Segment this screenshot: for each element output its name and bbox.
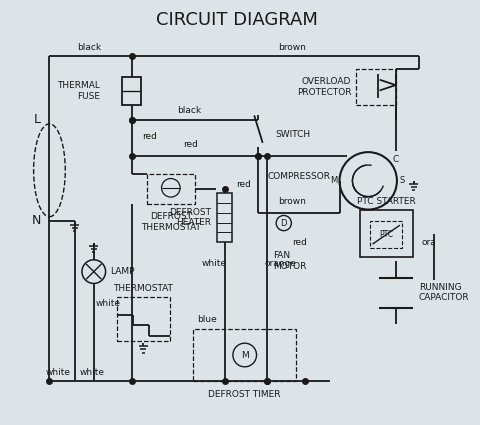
Bar [356, 69, 396, 105]
Text: S: S [399, 176, 404, 185]
Text: red: red [183, 140, 198, 149]
Text: ora: ora [421, 238, 436, 246]
Text: L: L [33, 113, 40, 126]
Text: black: black [77, 43, 101, 52]
Text: white: white [46, 368, 71, 377]
Text: COMPRESSOR: COMPRESSOR [267, 172, 330, 181]
Text: red: red [143, 132, 157, 141]
Text: brown: brown [278, 197, 306, 206]
Text: PTC STARTER: PTC STARTER [357, 197, 416, 206]
Text: CIRCUIT DIAGRAM: CIRCUIT DIAGRAM [156, 11, 318, 29]
Text: blue: blue [197, 315, 217, 324]
Text: FAN
MOTOR: FAN MOTOR [273, 251, 307, 271]
Text: red: red [292, 238, 307, 246]
Bar [371, 221, 402, 248]
Text: N: N [32, 215, 41, 227]
Text: SWITCH: SWITCH [276, 130, 311, 139]
Text: M: M [241, 351, 249, 360]
Bar [193, 329, 297, 381]
Text: C: C [393, 156, 399, 164]
Text: OVERLOAD
PROTECTOR: OVERLOAD PROTECTOR [297, 77, 351, 96]
Text: orange: orange [265, 259, 297, 268]
Text: white: white [79, 368, 104, 377]
Text: DEFROST TIMER: DEFROST TIMER [208, 390, 281, 399]
Text: THERMOSTAT: THERMOSTAT [113, 284, 173, 293]
Text: LAMP: LAMP [110, 267, 134, 276]
Text: THERMAL
FUSE: THERMAL FUSE [57, 81, 100, 101]
Text: black: black [177, 106, 201, 116]
Text: brown: brown [278, 43, 306, 52]
Text: DEFROST
HEATER: DEFROST HEATER [169, 208, 211, 227]
Bar [217, 193, 232, 242]
Text: M: M [330, 176, 337, 185]
Bar [122, 77, 141, 105]
Bar [360, 210, 412, 257]
Text: white: white [96, 299, 121, 308]
Text: red: red [237, 180, 252, 189]
Text: RUNNING
CAPACITOR: RUNNING CAPACITOR [419, 283, 469, 303]
Text: D: D [280, 218, 287, 227]
Text: PTC: PTC [379, 230, 393, 239]
Text: DEFROST
THERMOSTAT: DEFROST THERMOSTAT [141, 212, 201, 232]
Text: white: white [202, 259, 227, 268]
Bar [146, 175, 195, 204]
Bar [117, 297, 170, 341]
